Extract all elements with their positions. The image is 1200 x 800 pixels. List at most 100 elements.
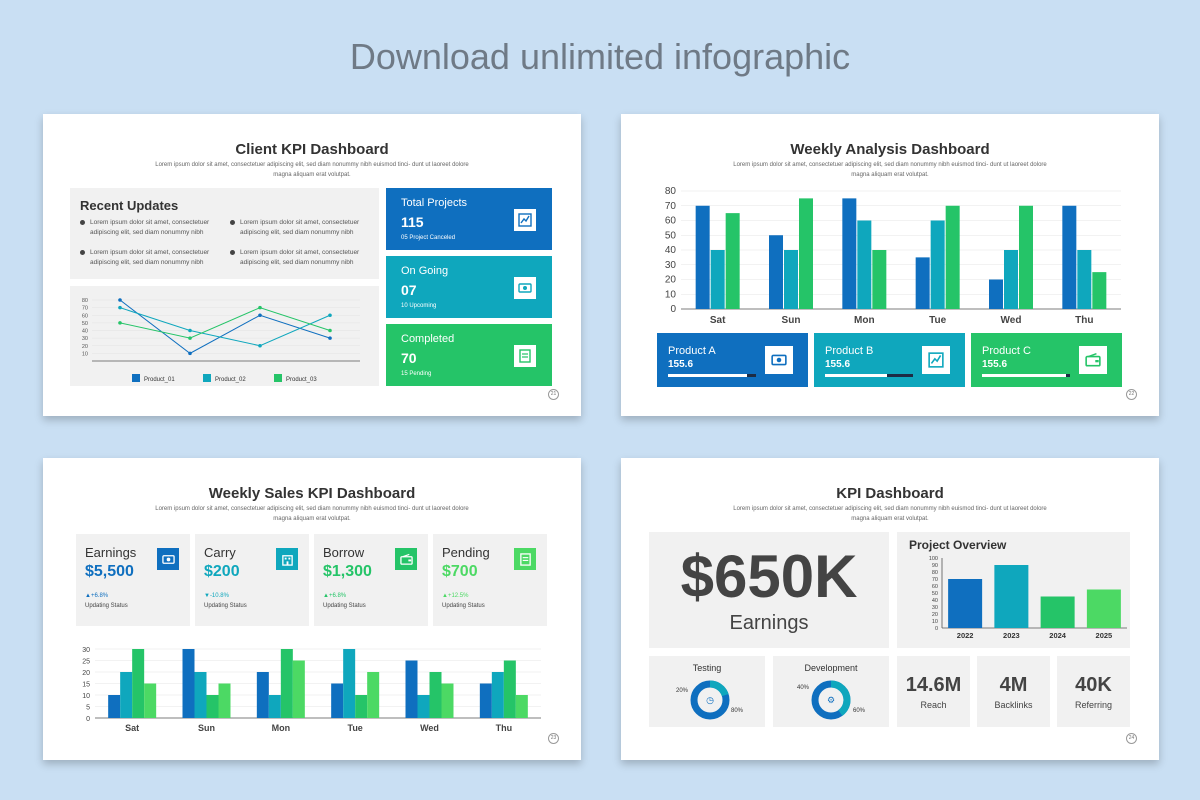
y-tick-label: 70 (932, 577, 938, 583)
legend-swatch (203, 374, 211, 382)
stat-value: 4M (999, 674, 1028, 696)
recent-updates-panel: Recent Updates Lorem ipsum dolor sit ame… (70, 188, 379, 279)
y-tick-label: 0 (86, 716, 90, 723)
recent-update-item: Lorem ipsum dolor sit amet, consectetuer… (230, 218, 366, 238)
money-icon (514, 277, 536, 299)
y-tick-label: 60 (665, 216, 677, 227)
y-tick-label: 80 (665, 186, 677, 197)
document-icon (514, 548, 536, 570)
bar (182, 649, 195, 718)
kpi-card-completed[interactable]: Completed 70 15 Pending (386, 324, 552, 386)
bar (280, 649, 293, 718)
wallet-icon (395, 548, 417, 570)
page-number: 24 (1126, 733, 1137, 744)
kpi-card-value: 115 (401, 214, 424, 230)
slide-subtitle: Lorem ipsum dolor sit amet, consectetuer… (733, 506, 1047, 522)
bar (405, 660, 418, 718)
bar (945, 205, 960, 309)
money-icon (157, 548, 179, 570)
stat-label: Referring (1074, 700, 1112, 710)
sales-card-title: Earnings (85, 545, 137, 560)
page-number: 21 (548, 389, 559, 400)
slide-weekly-sales-kpi-dashboard[interactable]: Weekly Sales KPI Dashboard Lorem ipsum d… (43, 458, 581, 760)
weekly-sales-bar-chart: 0 5 10 15 20 25 30 Sat Sun Mon Tue Wed Thu (82, 647, 541, 733)
bar (331, 683, 344, 718)
product-card-b[interactable]: Product B 155.6 (814, 333, 965, 387)
stat-value: 40K (1075, 674, 1112, 696)
data-point (118, 305, 122, 310)
bar (144, 683, 157, 718)
sales-card-carry[interactable]: Carry $200 ▼-10.8% Updating Status (195, 534, 309, 626)
sales-card-status: Updating Status (323, 603, 366, 609)
bar (1004, 250, 1018, 309)
testing-title: Testing (692, 663, 722, 673)
kpi-card-on-going[interactable]: On Going 07 10 Upcoming (386, 256, 552, 318)
category-label: Tue (347, 723, 362, 733)
y-tick-label: 40 (665, 245, 677, 256)
data-point (258, 343, 262, 348)
wallet-icon (1079, 346, 1107, 374)
y-tick-label: 25 (82, 659, 90, 666)
sales-card-status: Updating Status (85, 603, 128, 609)
sales-card-title: Borrow (323, 545, 365, 560)
bar (503, 660, 516, 718)
stat-card-reach: 14.6M Reach (897, 656, 970, 727)
kpi-card-title: Total Projects (401, 197, 468, 209)
kpi-card-note: 15 Pending (401, 371, 432, 377)
category-label: Sat (125, 723, 139, 733)
page-headline: Download unlimited infographic (349, 36, 851, 77)
bar (1092, 272, 1107, 309)
slide-kpi-dashboard[interactable]: KPI Dashboard Lorem ipsum dolor sit amet… (621, 458, 1159, 760)
y-tick-label: 70 (665, 201, 677, 212)
document-icon (514, 345, 536, 367)
sales-card-change: ▲+6.8% (85, 593, 109, 599)
sales-card-status: Updating Status (442, 603, 485, 609)
y-tick-label: 60 (82, 313, 88, 319)
category-label: Tue (929, 315, 946, 326)
y-tick-label: 30 (932, 605, 938, 611)
development-title: Development (804, 663, 858, 673)
recent-update-item: Lorem ipsum dolor sit amet, consectetuer… (80, 218, 216, 238)
sales-card-earnings[interactable]: Earnings $5,500 ▲+6.8% Updating Status (76, 534, 190, 626)
y-tick-label: 40 (932, 598, 938, 604)
recent-updates-title: Recent Updates (80, 198, 179, 213)
category-label: Mon (854, 315, 875, 326)
kpi-card-total-projects[interactable]: Total Projects 115 05 Project Canceled (386, 188, 552, 250)
testing-ring-chart: ◷ 20% 80% (676, 680, 744, 720)
page-number: 23 (548, 733, 559, 744)
recent-update-item: Lorem ipsum dolor sit amet, consectetuer… (230, 248, 366, 268)
bar (1077, 250, 1092, 309)
earnings-value: $650K (680, 543, 858, 610)
y-tick-label: 15 (82, 682, 90, 689)
sales-card-change: ▲+12.5% (442, 593, 469, 599)
y-tick-label: 10 (82, 693, 90, 700)
data-point (258, 305, 262, 310)
category-label: Sun (782, 315, 801, 326)
testing-left-pct: 20% (676, 688, 689, 694)
product-card-c[interactable]: Product C 155.6 (971, 333, 1122, 387)
bar (367, 672, 380, 718)
y-tick-label: 80 (932, 570, 938, 576)
bar (725, 213, 740, 309)
category-label: 2022 (957, 631, 974, 640)
slide-weekly-analysis-dashboard[interactable]: Weekly Analysis Dashboard Lorem ipsum do… (621, 114, 1159, 416)
y-tick-label: 10 (665, 289, 677, 300)
product-card-a[interactable]: Product A 155.6 (657, 333, 808, 387)
y-tick-label: 20 (665, 275, 677, 286)
sales-card-pending[interactable]: Pending $700 ▲+12.5% Updating Status (433, 534, 547, 626)
product-card-value: 155.6 (668, 359, 694, 370)
bar (491, 672, 504, 718)
sales-card-borrow[interactable]: Borrow $1,300 ▲+6.8% Updating Status (314, 534, 428, 626)
product-progress-bar (825, 374, 913, 377)
bar (799, 198, 813, 309)
bar (355, 695, 368, 718)
development-left-pct: 40% (797, 685, 810, 691)
slide-client-kpi-dashboard[interactable]: Client KPI Dashboard Lorem ipsum dolor s… (43, 114, 581, 416)
building-icon (276, 548, 298, 570)
kpi-card-note: 10 Upcoming (401, 303, 437, 309)
data-point (188, 351, 192, 356)
category-label: 2025 (1096, 631, 1113, 640)
data-point (118, 321, 122, 325)
y-tick-label: 30 (665, 260, 677, 271)
